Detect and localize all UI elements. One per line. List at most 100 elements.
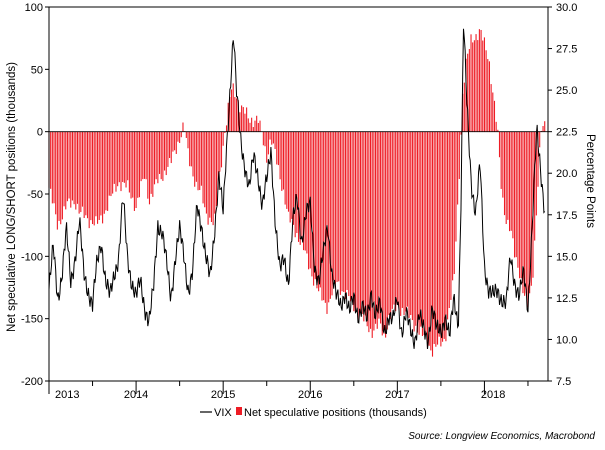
bar [326, 131, 328, 314]
right-tick-label: 30.0 [556, 2, 577, 14]
bar [194, 131, 196, 187]
bar [227, 102, 229, 132]
right-tick-label: 22.5 [556, 127, 577, 139]
bar [175, 131, 177, 154]
bar [294, 131, 296, 238]
bar [204, 131, 206, 208]
bar [316, 131, 318, 289]
bar [123, 131, 125, 183]
bar [410, 131, 412, 316]
bar [478, 29, 480, 132]
bar [103, 131, 105, 214]
bar [537, 131, 539, 187]
bar [60, 131, 62, 225]
bar [110, 131, 112, 197]
bar [482, 40, 484, 132]
bar [187, 131, 189, 149]
x-tick-label: 2015 [211, 389, 235, 401]
bar [334, 131, 336, 284]
bar [468, 49, 470, 132]
bar [152, 131, 154, 197]
bar [361, 131, 363, 314]
bar [475, 34, 477, 132]
bar [400, 131, 402, 316]
bar [282, 131, 285, 190]
right-tick-label: 12.5 [556, 293, 577, 305]
right-axis-label: Percentage Points [584, 134, 596, 228]
bar [108, 131, 110, 196]
bar [234, 97, 236, 132]
bar [381, 131, 383, 336]
bar [359, 131, 362, 313]
bar [480, 29, 482, 132]
bar [323, 131, 325, 301]
bar [418, 131, 420, 335]
bar [510, 131, 512, 231]
bar [120, 131, 122, 192]
bar [324, 131, 326, 303]
x-tick-label: 2017 [385, 389, 409, 401]
bar [107, 131, 109, 211]
bar [443, 131, 445, 339]
bar [452, 131, 454, 281]
bar [137, 131, 139, 198]
bar [297, 131, 300, 242]
bar [329, 131, 331, 299]
bar [281, 131, 283, 191]
bar [457, 131, 459, 205]
legend-positions-swatch [236, 407, 242, 415]
source-note: Source: Longview Economics, Macrobond [408, 431, 595, 442]
bar [447, 131, 449, 320]
bar [421, 131, 424, 337]
left-tick-label: 0 [37, 127, 43, 139]
bar [296, 131, 298, 234]
bar [371, 131, 373, 338]
bar [164, 131, 166, 171]
bar [435, 131, 437, 347]
bar [529, 131, 531, 294]
bar [105, 131, 107, 211]
bar [170, 131, 172, 164]
bar [229, 97, 231, 132]
bar [351, 131, 353, 298]
bar [458, 131, 460, 179]
bar [354, 131, 357, 313]
bar [76, 131, 79, 204]
bar [215, 131, 218, 206]
bar [318, 131, 320, 292]
bar [395, 131, 397, 312]
bar [217, 131, 219, 190]
bar [527, 131, 529, 308]
left-axis-ticks: 100 50 0 -50 -100 -150 -200 [21, 2, 49, 388]
right-tick-label: 20.0 [556, 168, 577, 180]
bar [319, 131, 321, 288]
bar [195, 131, 197, 182]
bar [102, 131, 104, 224]
bar [252, 127, 254, 132]
bar [515, 131, 517, 258]
bar [133, 131, 135, 211]
bar [426, 131, 429, 349]
legend-vix-label: VIX [214, 407, 232, 419]
bar [520, 131, 522, 279]
bar [287, 131, 290, 212]
bar [383, 131, 385, 334]
left-tick-label: -150 [21, 314, 43, 326]
bar [370, 131, 372, 329]
bar [405, 131, 407, 312]
right-tick-label: 27.5 [556, 44, 577, 56]
bar [391, 131, 393, 309]
bar [66, 131, 68, 202]
bar [210, 131, 212, 222]
bar [366, 131, 368, 327]
bar [207, 131, 209, 225]
left-tick-label: -200 [21, 376, 43, 388]
bar [336, 131, 338, 282]
bar [514, 131, 516, 258]
bar [436, 131, 439, 345]
bar [425, 131, 427, 336]
bar [453, 131, 455, 275]
right-tick-label: 17.5 [556, 210, 577, 222]
bar [386, 131, 388, 330]
bar [130, 131, 132, 199]
